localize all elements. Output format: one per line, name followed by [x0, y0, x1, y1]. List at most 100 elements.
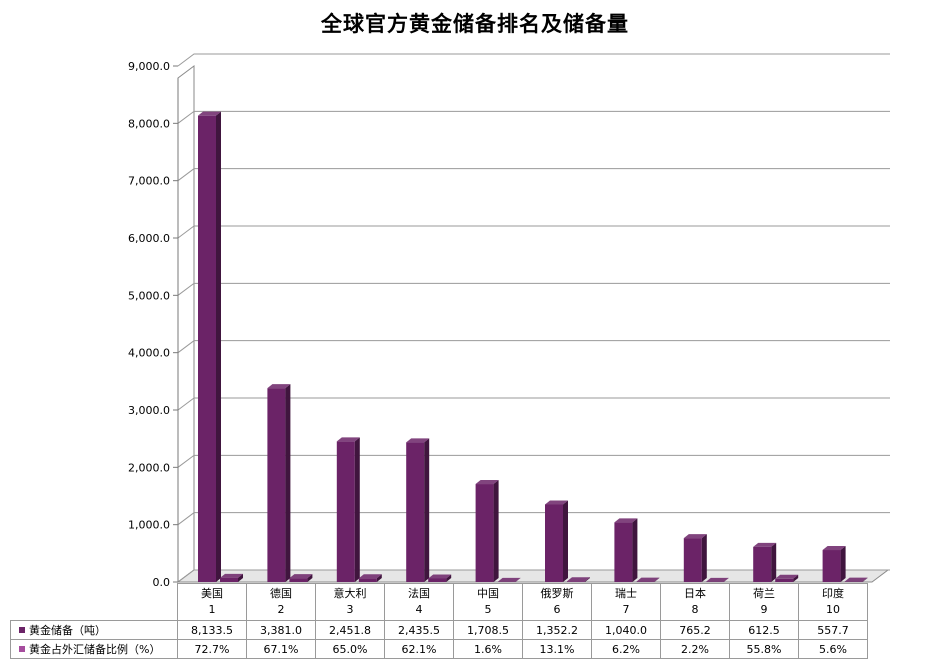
- data-label-gold-tons: 2,451.8: [315, 620, 385, 640]
- bar-gold-tons-top: [822, 546, 846, 551]
- bar-gold-tons-top: [545, 500, 568, 505]
- category-label: 德国 2: [246, 583, 316, 621]
- y-tick-label: 5,000.0: [128, 289, 170, 302]
- data-label-gold-tons: 765.2: [660, 620, 730, 640]
- bar-gold-ratio-top: [567, 577, 590, 582]
- gridline: [177, 454, 890, 468]
- bar-gold-tons-side: [840, 546, 846, 582]
- category-label: 意大利 3: [315, 583, 385, 621]
- category-name: 美国: [201, 587, 223, 600]
- category-name: 意大利: [333, 587, 367, 600]
- data-label-gold-tons: 1,352.2: [522, 620, 592, 640]
- bar-gold-ratio-side: [307, 574, 313, 582]
- bar-gold-tons-side: [493, 480, 499, 582]
- bar-gold-ratio-top: [497, 577, 521, 582]
- category-rank: 3: [346, 603, 354, 616]
- data-label-gold-tons: 557.7: [798, 620, 868, 640]
- bar-gold-ratio-side: [793, 574, 799, 582]
- bar-gold-tons: [545, 504, 563, 582]
- bar-gold-tons-side: [424, 438, 430, 582]
- gridline: [177, 225, 890, 239]
- data-label-gold-ratio: 55.8%: [729, 639, 799, 659]
- category-label: 中国 5: [453, 583, 523, 621]
- bar-gold-ratio-side: [515, 577, 521, 582]
- bar-gold-tons-side: [285, 384, 291, 582]
- bar-gold-tons: [822, 550, 841, 582]
- bar-gold-ratio-top: [844, 577, 868, 582]
- data-label-gold-tons: 2,435.5: [384, 620, 454, 640]
- bar-gold-tons-top: [683, 534, 707, 539]
- bar-gold-ratio-top: [428, 574, 452, 579]
- category-label: 日本 8: [660, 583, 730, 621]
- bar-gold-tons-side: [216, 111, 221, 583]
- data-label-gold-ratio: 2.2%: [660, 639, 730, 659]
- bar-gold-tons-side: [563, 500, 568, 582]
- bar-gold-ratio-top: [775, 574, 799, 579]
- bar-gold-ratio: [220, 577, 238, 582]
- y-tick-label: 3,000.0: [128, 404, 170, 417]
- y-tick-label: 8,000.0: [128, 117, 170, 130]
- category-rank: 2: [277, 603, 285, 616]
- y-tick-label: 2,000.0: [128, 461, 170, 474]
- bar-gold-tons-side: [771, 542, 777, 582]
- y-tick-label: 7,000.0: [128, 175, 170, 188]
- category-name: 德国: [270, 587, 292, 600]
- gridline: [177, 340, 890, 354]
- category-rank: 1: [208, 603, 216, 616]
- bar-gold-ratio-side: [723, 577, 729, 582]
- data-label-gold-ratio: 6.2%: [591, 639, 661, 659]
- category-name: 法国: [408, 587, 430, 600]
- series-name-gold-tons: 黄金储备（吨）: [29, 624, 106, 637]
- data-label-gold-ratio: 72.7%: [177, 639, 247, 659]
- bar-gold-tons: [753, 546, 772, 582]
- y-tick-label: 9,000.0: [128, 60, 170, 73]
- category-rank: 8: [691, 603, 699, 616]
- category-label: 荷兰 9: [729, 583, 799, 621]
- bar-gold-tons: [614, 522, 633, 582]
- bar-gold-ratio-side: [238, 573, 243, 582]
- bar-gold-ratio-top: [358, 574, 382, 579]
- bar-gold-tons-top: [614, 518, 638, 523]
- bar-gold-tons-side: [632, 518, 638, 582]
- bar-gold-tons-top: [475, 480, 499, 485]
- data-label-gold-ratio: 5.6%: [798, 639, 868, 659]
- gridline: [177, 569, 890, 583]
- side-wall: [177, 65, 195, 583]
- data-label-gold-tons: 8,133.5: [177, 620, 247, 640]
- series-row-gold-tons: 黄金储备（吨） 8,133.5 3,381.0 2,451.8 2,435.5 1,70…: [10, 620, 868, 640]
- y-tick-label: 6,000.0: [128, 232, 170, 245]
- bar-gold-tons: [406, 442, 425, 582]
- bar-gold-ratio-side: [585, 577, 590, 582]
- category-name: 中国: [477, 587, 499, 600]
- category-row: 美国 1 德国 2 意大利 3 法国 4 中国 5 俄罗斯 6 瑞士 7 日本 8 荷兰 9 印度 10: [10, 583, 868, 621]
- category-name: 日本: [684, 587, 706, 600]
- data-label-gold-tons: 3,381.0: [246, 620, 316, 640]
- category-name: 荷兰: [753, 587, 775, 600]
- legend-key-gold-ratio: [19, 646, 25, 652]
- data-label-gold-ratio: 1.6%: [453, 639, 523, 659]
- category-name: 印度: [822, 587, 844, 600]
- bar-gold-tons: [475, 484, 494, 582]
- category-name: 瑞士: [615, 587, 637, 600]
- bar-gold-tons: [683, 538, 702, 582]
- data-label-gold-tons: 612.5: [729, 620, 799, 640]
- bar-gold-ratio-side: [654, 577, 660, 582]
- y-tick-label: 4,000.0: [128, 347, 170, 360]
- series-name-gold-ratio: 黄金占外汇储备比例（%）: [29, 643, 161, 656]
- bar-gold-ratio: [289, 578, 308, 582]
- bar-gold-tons: [267, 388, 286, 582]
- chart-title: 全球官方黄金储备排名及储备量: [321, 12, 629, 36]
- bar-gold-ratio: [428, 578, 447, 582]
- legend-key-gold-tons: [19, 627, 25, 633]
- category-label: 瑞士 7: [591, 583, 661, 621]
- bar-gold-ratio-top: [220, 573, 243, 578]
- bar-gold-tons-top: [198, 111, 221, 116]
- category-rank: 7: [622, 603, 630, 616]
- data-label-gold-ratio: 62.1%: [384, 639, 454, 659]
- category-rank: 9: [760, 603, 768, 616]
- bar-gold-tons-top: [406, 438, 430, 443]
- gridline: [177, 53, 890, 67]
- bar-gold-tons: [336, 441, 355, 582]
- data-label-gold-tons: 1,708.5: [453, 620, 523, 640]
- bar-gold-ratio: [358, 578, 377, 582]
